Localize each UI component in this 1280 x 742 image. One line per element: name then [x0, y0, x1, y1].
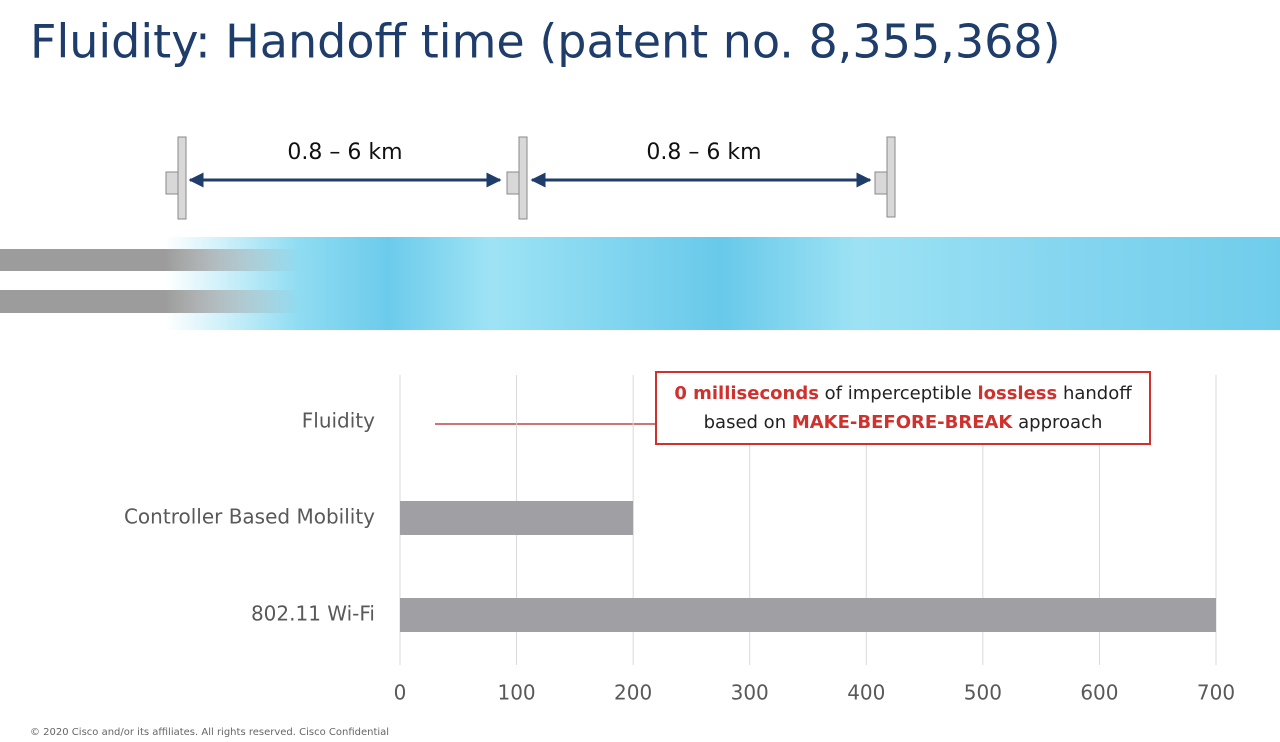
annotation-text: 0 milliseconds of imperceptible lossless…	[674, 383, 1132, 404]
slide-title: Fluidity: Handoff time (patent no. 8,355…	[30, 15, 1061, 69]
x-tick-label: 700	[1197, 681, 1235, 705]
x-tick-label: 200	[614, 681, 652, 705]
category-label: 802.11 Wi-Fi	[251, 602, 375, 626]
x-tick-label: 300	[731, 681, 769, 705]
annotation-segment: lossless	[977, 383, 1057, 404]
category-label: Fluidity	[302, 409, 375, 433]
x-tick-label: 500	[964, 681, 1002, 705]
footer: © 2020 Cisco and/or its affiliates. All …	[30, 727, 389, 738]
track	[0, 249, 300, 271]
distance-label: 0.8 – 6 km	[287, 140, 402, 165]
coverage-band	[165, 237, 1280, 330]
annotation-segment: handoff	[1057, 383, 1132, 404]
track	[0, 290, 300, 313]
annotation-segment: MAKE-BEFORE-BREAK	[792, 412, 1014, 433]
bar	[400, 501, 634, 535]
x-tick-label: 400	[847, 681, 885, 705]
annotation-segment: of imperceptible	[819, 383, 978, 404]
annotation-segment: approach	[1012, 412, 1102, 433]
coverage-diagram: 0.8 – 6 km 0.8 – 6 km	[0, 136, 1280, 330]
annotation-text: based on MAKE-BEFORE-BREAK approach	[704, 412, 1103, 433]
distance-label: 0.8 – 6 km	[646, 140, 761, 165]
x-tick-label: 0	[394, 681, 407, 705]
x-tick-label: 600	[1080, 681, 1118, 705]
bar	[400, 598, 1216, 632]
annotation-segment: 0 milliseconds	[674, 383, 819, 404]
antennas	[165, 136, 896, 220]
category-label: Controller Based Mobility	[124, 505, 375, 529]
annotation-box	[655, 371, 1151, 445]
annotation-segment: based on	[704, 412, 792, 433]
x-tick-label: 100	[497, 681, 535, 705]
